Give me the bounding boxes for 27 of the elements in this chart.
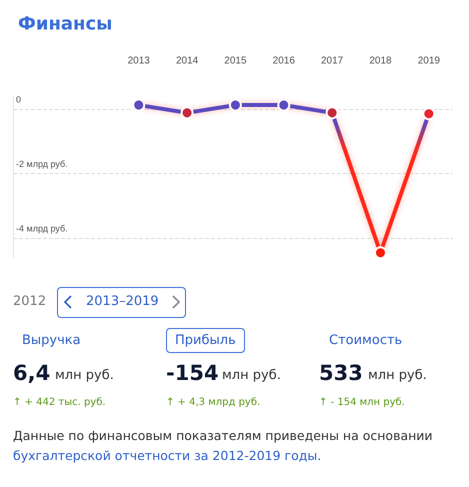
x-tick-label: 2016 <box>272 56 296 66</box>
text: ↑ + 4,3 млрд руб. <box>166 397 260 408</box>
text: ↑ - 154 млн руб. <box>319 397 405 408</box>
x-tick-label: 2013 <box>128 56 150 66</box>
text: 533 <box>319 361 363 385</box>
text: Данные по финансовым показателям приведены на основании <box>13 428 433 443</box>
text: -154 <box>166 361 219 385</box>
text: млн руб. <box>222 368 281 383</box>
text: бухгалтерской отчетности за 2012-2019 годы. <box>13 448 322 463</box>
chart-title: Финансы <box>18 14 112 34</box>
text: 6,4 <box>13 361 50 385</box>
text: 2013–2019 <box>86 294 159 309</box>
x-tick-label: 2019 <box>418 56 440 66</box>
x-tick-label: 2014 <box>176 56 199 66</box>
y-tick-label: -2 млрд руб. <box>16 159 68 170</box>
text: ↑ + 442 тыс. руб. <box>13 397 106 408</box>
text: млн руб. <box>368 368 427 383</box>
x-tick-label: 2015 <box>224 56 247 66</box>
text: млн руб. <box>55 368 114 383</box>
text: 2012 <box>13 294 46 309</box>
x-tick-label: 2018 <box>369 56 392 66</box>
text: Стоимость <box>329 333 402 348</box>
y-tick-label: 0 <box>16 94 22 104</box>
y-tick-label: -4 млрд руб. <box>16 224 68 234</box>
text: Прибыль <box>175 333 236 348</box>
x-tick-label: 2017 <box>320 56 344 66</box>
text: Выручка <box>22 333 81 348</box>
